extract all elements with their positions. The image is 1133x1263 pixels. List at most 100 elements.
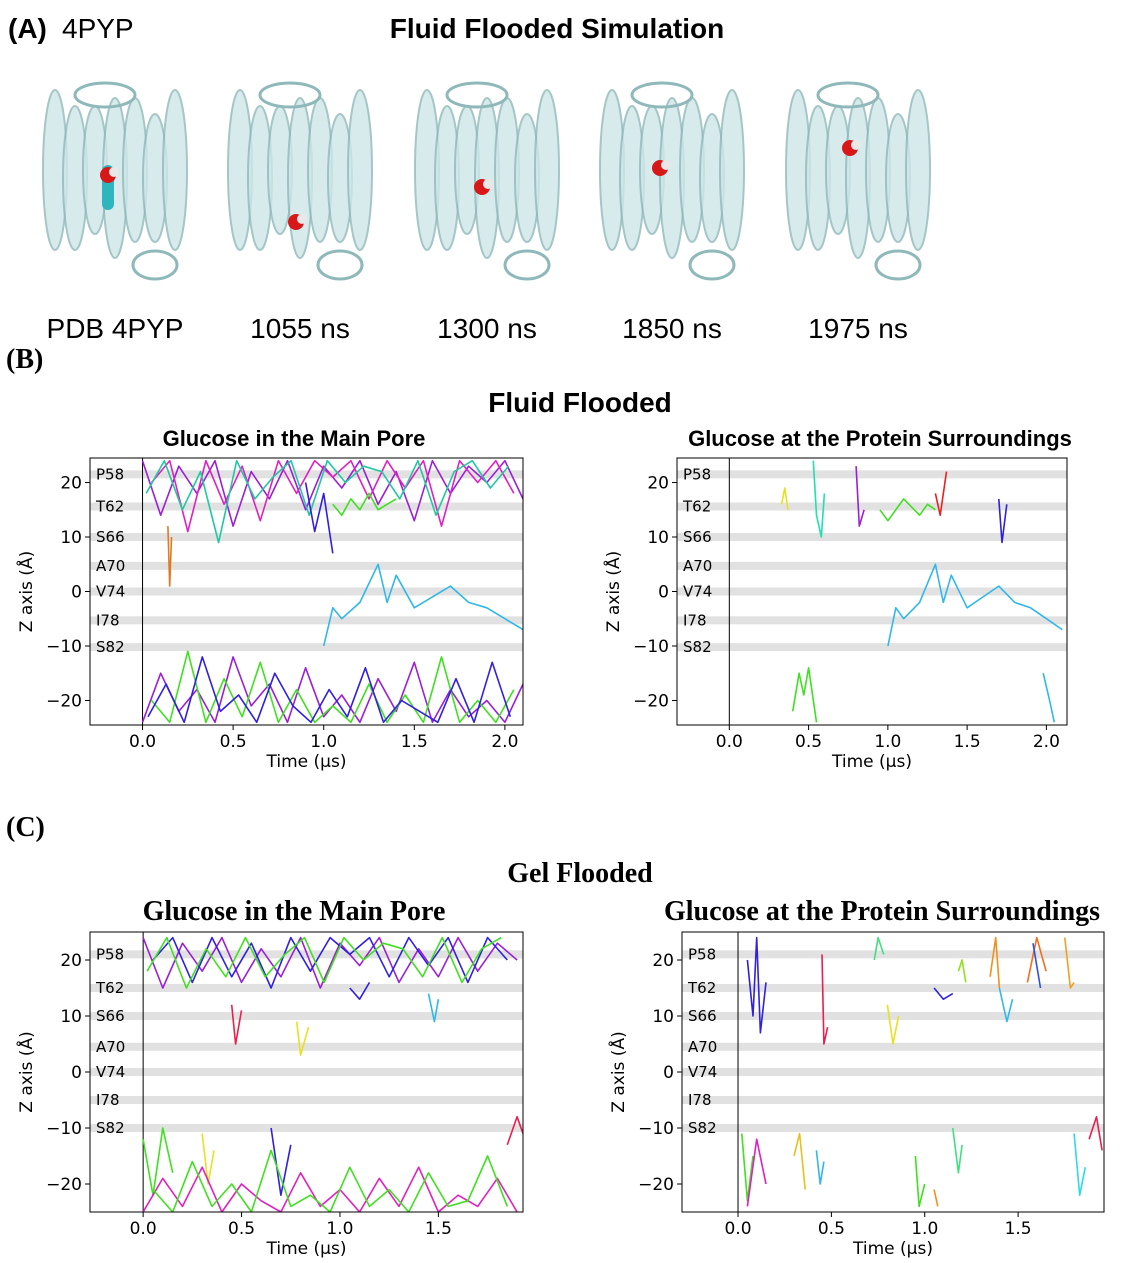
y-tick-label: 20 [652, 951, 674, 971]
x-tick-label: 1.0 [326, 1219, 353, 1239]
helix-loop [258, 81, 322, 109]
trajectory [914, 1155, 926, 1208]
x-tick-label: 2.0 [1033, 732, 1060, 752]
x-tick-label: 0.5 [228, 1219, 255, 1239]
y-tick-label: 0 [71, 1063, 82, 1083]
trajectory [989, 936, 1001, 989]
chart-title: Glucose in the Main Pore [143, 896, 446, 927]
panel-label: (C) [6, 812, 45, 843]
residue-label: S66 [96, 528, 125, 546]
residue-label: I78 [688, 1091, 712, 1109]
trajectory [142, 1166, 518, 1212]
trajectory [873, 936, 885, 961]
residue-label: I78 [96, 611, 120, 629]
y-axis-label: Z axis (Å) [15, 551, 37, 632]
trajectory [998, 987, 1014, 1023]
x-tick-label: 1.5 [954, 732, 981, 752]
trajectory [952, 1127, 963, 1174]
residue-label: A70 [683, 557, 712, 575]
trajectory [150, 459, 515, 533]
image-caption: 1300 ns [437, 313, 537, 344]
trajectory [815, 1150, 825, 1185]
residue-label: S82 [96, 1119, 125, 1137]
trajectory [998, 498, 1008, 544]
pdb-id: 4PYP [62, 13, 134, 44]
glucose [109, 167, 119, 177]
y-axis-label: Z axis (Å) [15, 1031, 37, 1112]
residue-label: T62 [682, 497, 711, 515]
residue-label: S66 [683, 528, 712, 546]
x-tick-label: 0.5 [795, 732, 822, 752]
x-tick-label: 0.0 [716, 732, 743, 752]
helix-loop [816, 81, 880, 109]
residue-label: S82 [688, 1119, 717, 1137]
y-tick-label: 10 [60, 1007, 82, 1027]
trajectory [812, 460, 826, 538]
residue-label: S82 [96, 638, 125, 656]
y-axis-label: Z axis (Å) [607, 1031, 629, 1112]
trajectory [150, 650, 515, 724]
trajectory [1032, 943, 1042, 989]
trajectory [230, 1004, 243, 1045]
y-tick-label: −20 [46, 1175, 82, 1195]
residue-label: A70 [96, 557, 125, 575]
chart: Glucose in the Main Pore P58 T62 S66 A70 V74 I… [15, 426, 524, 772]
chart: Glucose in the Main Pore P58 T62 S66 A70 V74 I… [15, 896, 524, 1259]
trajectory [957, 959, 967, 983]
helix-loop [445, 81, 509, 109]
helix [905, 89, 931, 251]
trajectory [1088, 1116, 1103, 1151]
trajectory [349, 981, 371, 1000]
trajectory [152, 936, 508, 989]
chart: Glucose at the Protein Surroundings P58 T6… [607, 896, 1105, 1259]
trajectory [270, 1127, 292, 1196]
trajectory [780, 487, 789, 510]
x-axis-label: Time (μs) [852, 1239, 933, 1259]
image-caption: PDB 4PYP [47, 313, 184, 344]
residue-label: P58 [683, 465, 711, 483]
trajectory [1073, 1133, 1087, 1196]
protein-image [599, 81, 745, 281]
residue-label: A70 [688, 1038, 717, 1056]
residue-label: V74 [96, 583, 125, 601]
trajectory [886, 1004, 900, 1045]
y-tick-label: 0 [71, 583, 82, 603]
trajectory [793, 1132, 806, 1190]
x-axis-label: Time (μs) [266, 752, 347, 772]
trajectory [746, 936, 767, 1034]
panel-label: (B) [6, 344, 43, 375]
plot-area [682, 932, 1104, 1212]
trajectory [322, 563, 523, 647]
x-axis-label: Time (μs) [266, 1239, 347, 1259]
helix-loop [316, 249, 364, 281]
panel-label: (A) [8, 13, 47, 44]
x-axis-label: Time (μs) [831, 752, 912, 772]
protein-image [414, 81, 560, 281]
y-tick-label: −10 [633, 637, 669, 657]
trajectory [332, 492, 397, 516]
residue-label: V74 [688, 1063, 717, 1081]
trajectory [295, 1021, 310, 1056]
residue-label: I78 [96, 1091, 120, 1109]
plot-area [90, 458, 523, 725]
helix [719, 89, 745, 251]
panel-title: Gel Flooded [507, 858, 653, 889]
x-tick-label: 1.0 [911, 1219, 938, 1239]
helix-loop [630, 81, 694, 109]
trajectory [146, 936, 502, 989]
residue-label: P58 [96, 465, 124, 483]
residue-label: T62 [687, 979, 716, 997]
y-tick-label: 20 [647, 474, 669, 494]
residue-label: P58 [96, 945, 124, 963]
y-tick-label: −20 [46, 691, 82, 711]
y-tick-label: 20 [60, 951, 82, 971]
helix-loop [874, 249, 922, 281]
trajectory [887, 563, 1063, 647]
helix-loop [503, 249, 551, 281]
y-tick-label: 10 [60, 528, 82, 548]
trajectory [1042, 673, 1056, 723]
y-tick-label: 10 [652, 1007, 674, 1027]
x-tick-label: 1.5 [425, 1219, 452, 1239]
